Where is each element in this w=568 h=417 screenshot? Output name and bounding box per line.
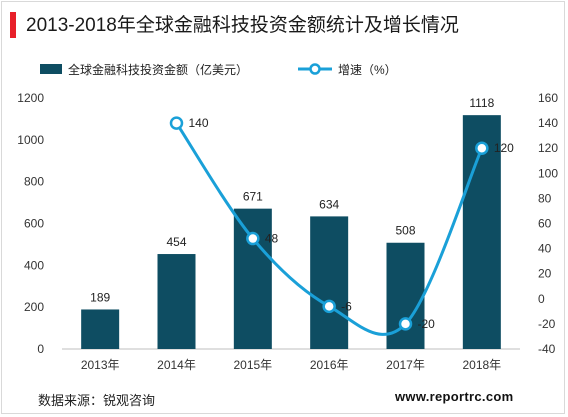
y-left-tick-label: 200: [24, 300, 44, 314]
legend-line-marker: [309, 63, 321, 75]
x-tick-label: 2014年: [157, 358, 196, 372]
title-accent-bar: [10, 12, 16, 38]
source-note: 数据来源：锐观咨询: [38, 393, 156, 408]
growth-point: [322, 299, 336, 314]
y-right-tick-label: 80: [538, 191, 552, 205]
y-right-tick-label: 60: [538, 217, 552, 231]
y-left-tick-label: 0: [37, 342, 44, 356]
legend-bar-swatch: [40, 64, 62, 74]
legend-bar-label: 全球金融科技投资金额（亿美元）: [68, 62, 248, 77]
growth-value-label: -20: [418, 317, 436, 331]
y-right-tick-label: 20: [538, 267, 552, 281]
bar: [157, 254, 196, 349]
y-left-tick-label: 800: [24, 175, 44, 189]
growth-value-label: 140: [189, 116, 209, 130]
bar-value-label: 1118: [469, 96, 494, 110]
x-tick-label: 2013年: [81, 358, 120, 372]
legend-line-label: 增速（%）: [338, 63, 397, 77]
bar: [81, 309, 120, 349]
bar-value-label: 508: [395, 224, 415, 238]
growth-point: [475, 141, 489, 155]
growth-value-label: -6: [341, 299, 352, 313]
growth-value-label: 120: [494, 141, 514, 155]
x-tick-label: 2018年: [462, 358, 501, 372]
y-right-tick-label: 0: [538, 292, 545, 306]
growth-point: [398, 317, 413, 331]
y-right-tick-label: 100: [538, 166, 558, 180]
y-left-tick-label: 1200: [17, 91, 44, 105]
bar-value-label: 671: [243, 190, 263, 204]
chart-title: 2013-2018年全球金融科技投资金额统计及增长情况: [26, 15, 459, 36]
y-left-tick-label: 600: [24, 217, 44, 231]
bar: [233, 208, 272, 349]
y-left-tick-label: 400: [24, 258, 44, 272]
y-left-tick-label: 1000: [17, 133, 44, 147]
growth-point: [246, 231, 260, 246]
bar-value-label: 189: [90, 290, 110, 304]
bar-value-label: 454: [166, 235, 186, 249]
y-right-tick-label: -20: [538, 317, 556, 331]
bar: [310, 216, 349, 349]
y-right-tick-label: 160: [538, 91, 558, 105]
watermark: www.reportrc.com: [395, 389, 514, 404]
y-right-tick-label: 40: [538, 242, 552, 256]
x-tick-label: 2015年: [233, 358, 272, 372]
bar-value-label: 634: [319, 197, 339, 211]
x-tick-label: 2016年: [310, 358, 349, 372]
growth-point: [169, 116, 184, 130]
y-right-tick-label: 120: [538, 141, 558, 155]
growth-value-label: 48: [265, 232, 279, 246]
y-right-tick-label: 140: [538, 116, 558, 130]
x-tick-label: 2017年: [386, 358, 425, 372]
y-right-tick-label: -40: [538, 342, 556, 356]
